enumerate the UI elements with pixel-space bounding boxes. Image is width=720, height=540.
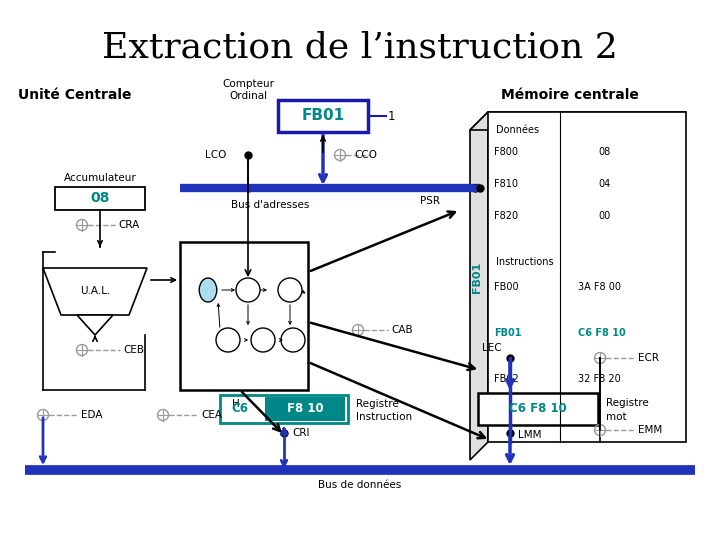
Text: F810: F810 [494,179,518,189]
Text: F820: F820 [494,211,518,221]
Text: CEB: CEB [123,345,144,355]
Text: Bus de données: Bus de données [318,480,402,490]
Text: FB01: FB01 [472,261,482,293]
Text: mot: mot [606,412,626,422]
Text: Registre: Registre [356,399,399,409]
Polygon shape [470,112,686,130]
Text: LEC: LEC [482,343,502,353]
Text: 08: 08 [90,191,109,205]
Text: LCO: LCO [204,150,226,160]
Ellipse shape [216,328,240,352]
Text: F8 10: F8 10 [287,402,323,415]
Bar [278,100,368,132]
Ellipse shape [199,278,217,302]
Text: ECR: ECR [638,353,659,363]
Text: U.A.L.: U.A.L. [80,287,110,296]
Text: PSR: PSR [420,196,440,206]
Text: CCO: CCO [354,150,377,160]
Polygon shape [77,315,113,335]
Text: CAB: CAB [391,325,413,335]
Text: Registre: Registre [606,398,649,408]
Bar [478,393,598,425]
Text: C6 F8 10: C6 F8 10 [578,328,626,338]
Text: EMM: EMM [638,425,662,435]
Bar [488,112,686,442]
Text: CRI: CRI [292,428,310,438]
Text: Données: Données [496,125,539,135]
Text: Instruction: Instruction [356,412,412,422]
Text: Accumulateur: Accumulateur [63,173,136,183]
Text: F800: F800 [494,147,518,157]
Text: LMM: LMM [518,430,541,440]
Text: Compteur
Ordinal: Compteur Ordinal [222,79,274,101]
Text: Mémoire centrale: Mémoire centrale [501,88,639,102]
Text: CEA: CEA [201,410,222,420]
Bar [55,187,145,210]
Text: CRA: CRA [118,220,139,230]
Text: FB01: FB01 [494,328,521,338]
Text: FB00: FB00 [494,282,518,292]
Text: 1: 1 [388,110,395,123]
Text: 3A F8 00: 3A F8 00 [578,282,621,292]
Text: 04: 04 [598,179,611,189]
Polygon shape [43,268,147,315]
Text: Extraction de l’instruction 2: Extraction de l’instruction 2 [102,30,618,64]
Text: FB02: FB02 [494,374,518,384]
Text: 08: 08 [598,147,611,157]
Ellipse shape [278,278,302,302]
Text: 32 F8 20: 32 F8 20 [578,374,621,384]
Ellipse shape [236,278,260,302]
Text: Bus d'adresses: Bus d'adresses [231,200,309,210]
Text: H: H [232,399,240,409]
Text: FB01: FB01 [302,109,345,124]
Bar [265,397,345,421]
Bar [180,242,308,390]
Ellipse shape [281,328,305,352]
Text: 00: 00 [598,211,611,221]
Ellipse shape [251,328,275,352]
Text: C6 F8 10: C6 F8 10 [509,402,567,415]
Polygon shape [470,112,488,460]
Bar [220,395,348,423]
Text: Unité Centrale: Unité Centrale [18,88,132,102]
Text: Instructions: Instructions [496,257,554,267]
Text: EDA: EDA [81,410,102,420]
Text: C6: C6 [232,402,248,415]
